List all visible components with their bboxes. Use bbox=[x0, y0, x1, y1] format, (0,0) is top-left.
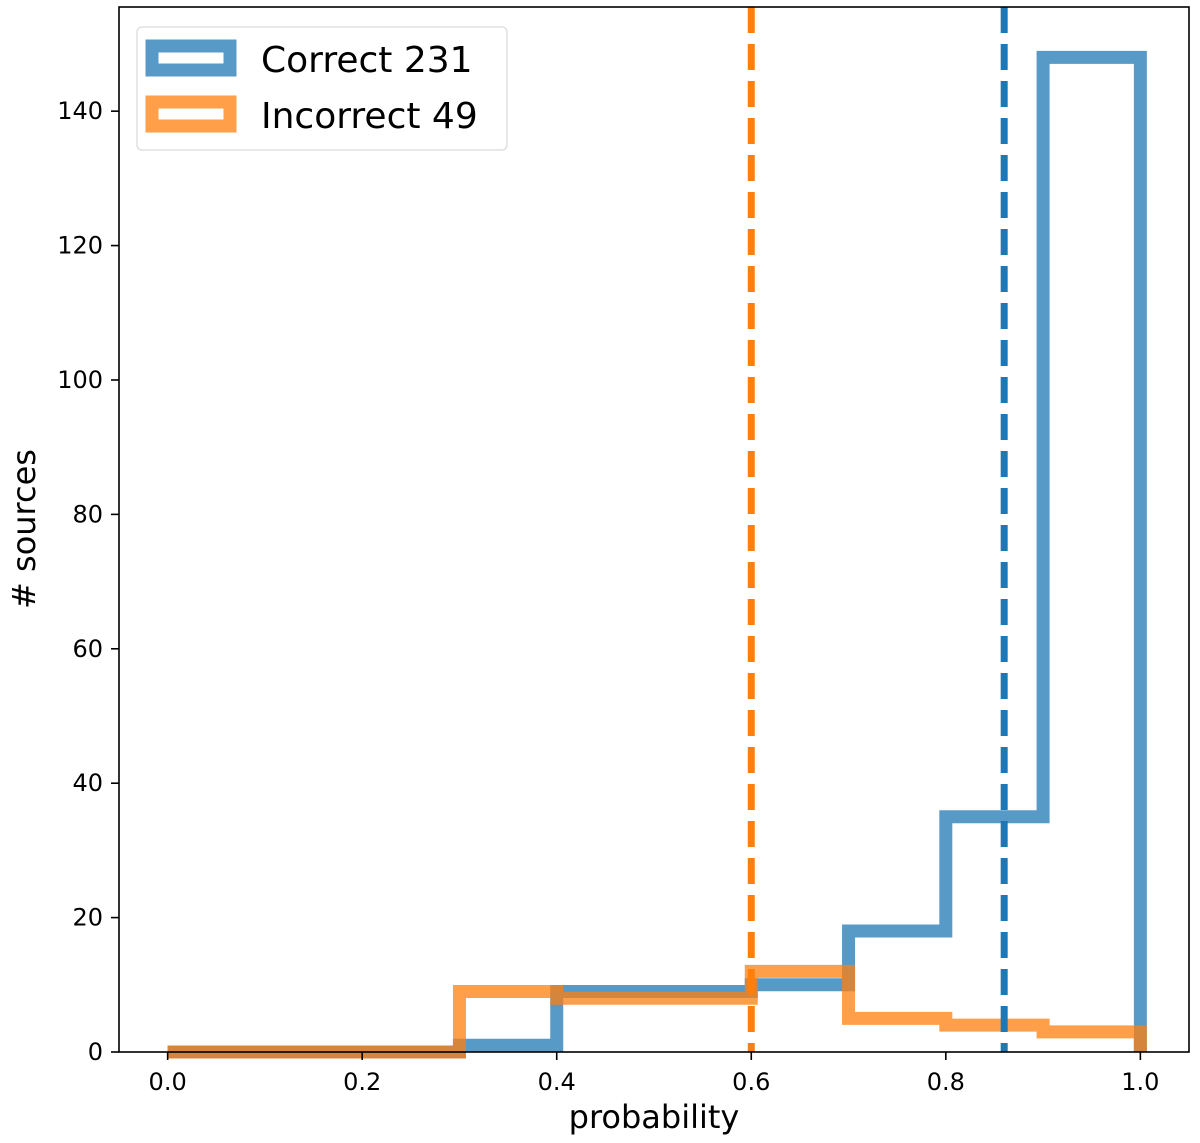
y-tick-label: 140 bbox=[57, 97, 103, 125]
legend-label-correct: Correct 231 bbox=[261, 40, 473, 81]
plot-background bbox=[119, 7, 1189, 1052]
x-tick-label: 0.0 bbox=[149, 1068, 187, 1096]
y-tick-label: 100 bbox=[57, 366, 103, 394]
x-tick-label: 0.2 bbox=[343, 1068, 381, 1096]
y-tick-label: 20 bbox=[72, 904, 103, 932]
x-tick-label: 0.6 bbox=[732, 1068, 770, 1096]
x-axis-label: probability bbox=[569, 1098, 740, 1136]
x-tick-label: 0.4 bbox=[538, 1068, 576, 1096]
y-tick-label: 40 bbox=[72, 769, 103, 797]
legend: Correct 231 Incorrect 49 bbox=[136, 26, 508, 151]
plot-frame bbox=[118, 6, 1190, 1053]
legend-swatch-correct bbox=[145, 39, 237, 77]
y-tick-label: 60 bbox=[72, 635, 103, 663]
y-tick-label: 0 bbox=[88, 1038, 103, 1066]
y-axis-label: # sources bbox=[5, 449, 43, 609]
legend-swatch-incorrect bbox=[145, 95, 237, 133]
mean-lines bbox=[747, 7, 1008, 1052]
y-tick-label: 80 bbox=[72, 500, 103, 528]
x-tick-label: 1.0 bbox=[1121, 1068, 1159, 1096]
y-axis-ticks: 0 20 40 60 80 100 120 140 bbox=[57, 97, 119, 1066]
x-axis-ticks: 0.0 0.2 0.4 0.6 0.8 1.0 bbox=[149, 1052, 1159, 1096]
x-tick-label: 0.8 bbox=[927, 1068, 965, 1096]
legend-label-incorrect: Incorrect 49 bbox=[261, 96, 478, 137]
y-tick-label: 120 bbox=[57, 232, 103, 260]
